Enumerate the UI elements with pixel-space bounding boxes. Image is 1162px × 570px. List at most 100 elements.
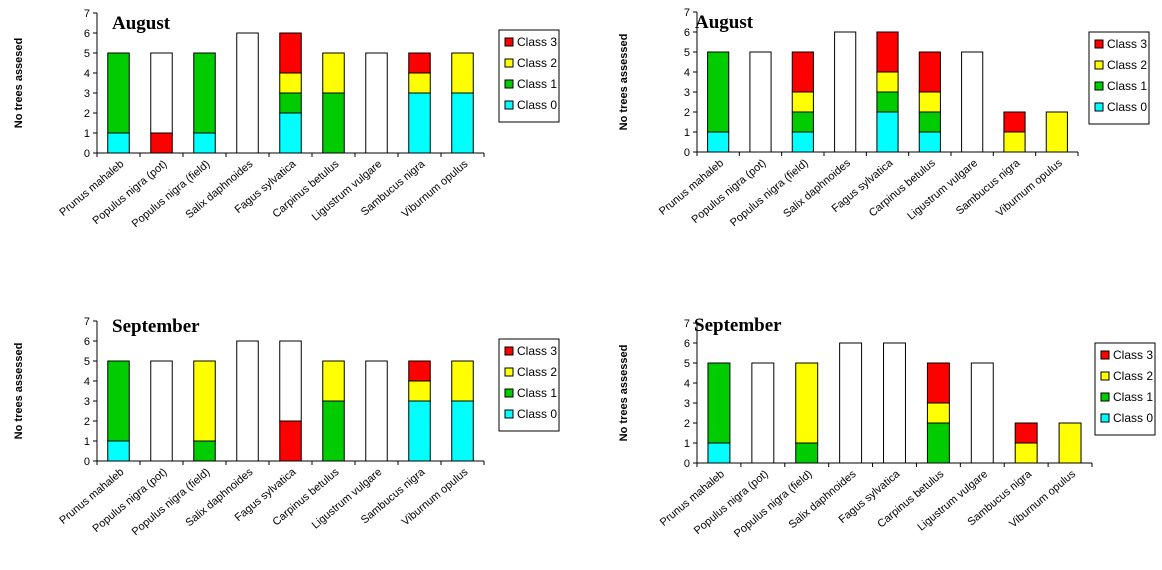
bar-class-2 (1014, 442, 1038, 464)
legend-label: Class 1 (517, 77, 557, 91)
bar-class-3 (279, 32, 302, 74)
bar-unclassified (749, 51, 772, 153)
y-tick-label: 1 (84, 128, 90, 140)
legend: Class 3 Class 2 Class 1 Class 0 (498, 338, 560, 432)
legend-swatch (504, 346, 514, 356)
y-tick-label: 7 (84, 316, 90, 328)
legend-swatch (1100, 392, 1110, 402)
bar-class-3 (926, 362, 950, 404)
y-tick-label: 6 (684, 338, 690, 350)
bar-class-2 (1058, 422, 1082, 464)
chart-title: August (112, 13, 171, 34)
bar-class-2 (451, 52, 474, 94)
legend-label: Class 2 (1113, 369, 1153, 383)
bar-class-1 (707, 362, 731, 444)
bar-class-2 (1045, 111, 1068, 153)
y-tick-label: 5 (684, 358, 690, 370)
legend-swatch (504, 409, 514, 419)
bar-unclassified (365, 52, 388, 154)
legend-label: Class 1 (1107, 79, 1147, 93)
bar-class-1 (107, 360, 130, 442)
bar-class-2 (926, 402, 950, 424)
bar-unclassified (883, 342, 906, 464)
bar-class-2 (193, 360, 216, 442)
y-tick-label: 0 (684, 458, 690, 470)
y-tick-label: 2 (684, 107, 690, 119)
legend-swatch (1100, 350, 1110, 360)
x-tick-label: Populus nigra (field) (732, 468, 815, 540)
legend: Class 3 Class 2 Class 1 Class 0 (1094, 342, 1156, 436)
legend-swatch (1094, 60, 1104, 70)
y-tick-label: 1 (684, 127, 690, 139)
legend-label: Class 2 (517, 56, 557, 70)
bar-unclassified (236, 32, 259, 154)
y-tick-label: 3 (684, 87, 690, 99)
y-tick-label: 5 (684, 47, 690, 59)
bar-unclassified (236, 340, 259, 462)
bar-class-2 (795, 362, 819, 444)
bar-class-3 (1003, 111, 1026, 133)
y-axis-label: No trees assessed (13, 343, 25, 440)
legend-swatch (504, 100, 514, 110)
bar-class-1 (193, 52, 216, 134)
y-tick-label: 3 (84, 396, 90, 408)
legend-label: Class 0 (517, 407, 557, 421)
y-tick-label: 7 (84, 8, 90, 20)
legend-swatch (1094, 39, 1104, 49)
y-tick-label: 6 (84, 28, 90, 40)
legend-swatch (504, 58, 514, 68)
y-tick-label: 2 (684, 418, 690, 430)
legend-label: Class 2 (1107, 58, 1147, 72)
bar-class-1 (795, 442, 819, 464)
y-tick-label: 4 (84, 68, 90, 80)
legend: Class 3 Class 2 Class 1 Class 0 (1088, 31, 1150, 125)
bar-unclassified (839, 342, 863, 464)
y-tick-label: 1 (684, 438, 690, 450)
y-tick-label: 4 (84, 376, 90, 388)
y-tick-label: 0 (684, 147, 690, 159)
bar-unclassified (970, 362, 994, 464)
legend: Class 3 Class 2 Class 1 Class 0 (498, 29, 560, 123)
legend-swatch (1094, 81, 1104, 91)
bar-class-3 (150, 132, 173, 154)
bar-class-1 (926, 422, 950, 464)
chart-title: September (112, 316, 200, 337)
legend-label: Class 2 (517, 365, 557, 379)
chart-title: August (695, 12, 754, 33)
legend-swatch (504, 79, 514, 89)
bar-class-2 (322, 360, 345, 402)
bar-class-3 (1014, 422, 1038, 444)
bar-unclassified (961, 51, 984, 153)
bar-class-2 (451, 360, 474, 402)
y-tick-label: 6 (84, 336, 90, 348)
bar-class-0 (707, 442, 731, 464)
legend-label: Class 3 (517, 35, 557, 49)
y-tick-label: 4 (684, 67, 690, 79)
legend-swatch (504, 367, 514, 377)
bar-class-2 (322, 52, 345, 94)
y-tick-label: 7 (684, 318, 690, 330)
bar-class-3 (408, 52, 431, 74)
y-tick-label: 2 (84, 108, 90, 120)
y-axis-label: No trees assessed (618, 345, 630, 442)
bar-class-3 (408, 360, 431, 382)
legend-label: Class 1 (1113, 390, 1153, 404)
legend-swatch (504, 37, 514, 47)
legend-swatch (1100, 371, 1110, 381)
legend-swatch (1100, 413, 1110, 423)
y-tick-label: 5 (84, 356, 90, 368)
bar-class-3 (791, 51, 814, 93)
y-tick-label: 0 (84, 148, 90, 160)
bar-class-3 (279, 420, 302, 462)
bar-class-3 (876, 31, 899, 73)
legend-label: Class 0 (1107, 100, 1147, 114)
legend-label: Class 3 (517, 344, 557, 358)
y-tick-label: 7 (684, 7, 690, 19)
y-tick-label: 4 (684, 378, 690, 390)
y-tick-label: 2 (84, 416, 90, 428)
chart-title: September (694, 315, 782, 336)
y-tick-label: 3 (84, 88, 90, 100)
bar-class-1 (707, 51, 730, 133)
